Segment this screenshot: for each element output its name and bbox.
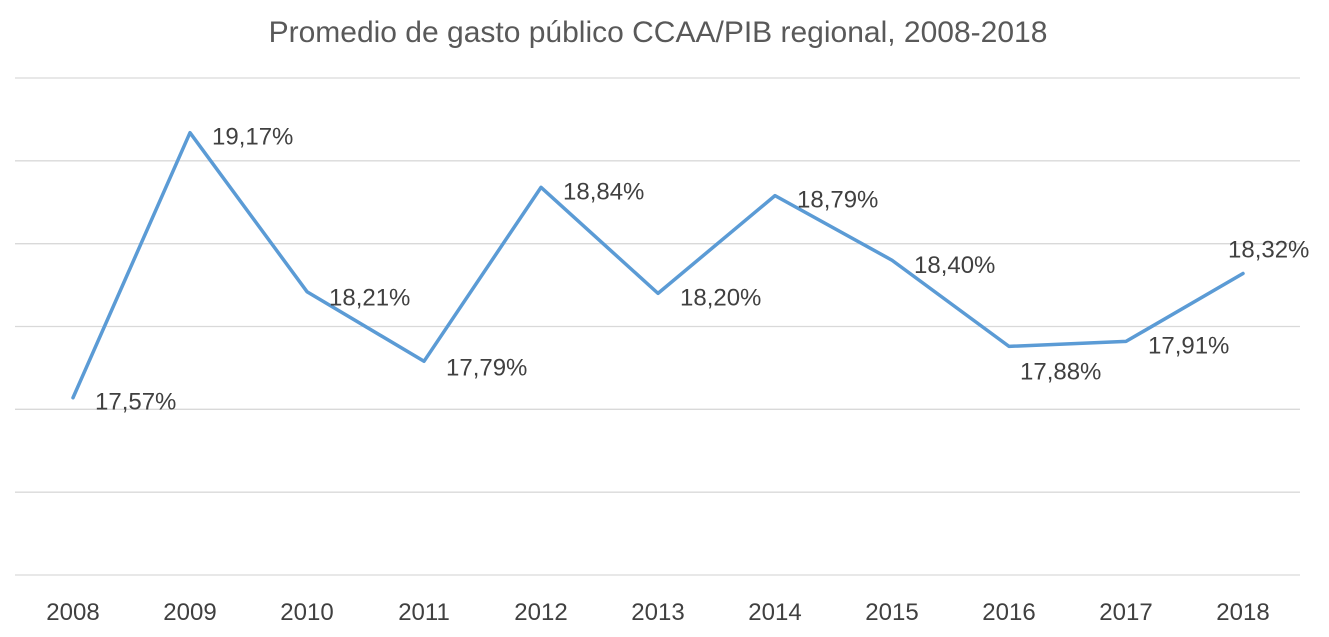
data-label: 17,57% — [95, 389, 176, 416]
x-tick-label: 2012 — [514, 599, 567, 626]
x-tick-label: 2011 — [398, 599, 450, 626]
data-labels: 17,57% 19,17% 18,21% 17,79% 18,84% 18,20% 18,7… — [95, 124, 1309, 416]
data-label: 18,20% — [680, 284, 761, 311]
x-tick-label: 2013 — [631, 599, 684, 626]
chart-title: Promedio de gasto público CCAA/PIB regio… — [269, 16, 1048, 49]
data-label: 18,32% — [1228, 236, 1309, 263]
series-polyline — [71, 130, 1245, 400]
x-tick-label: 2010 — [280, 599, 333, 626]
x-tick-label: 2018 — [1216, 599, 1269, 626]
series-line — [71, 130, 1245, 400]
x-tick-label: 2009 — [163, 599, 216, 626]
data-label: 18,84% — [563, 178, 644, 205]
data-label: 18,40% — [914, 252, 995, 279]
data-label: 18,79% — [797, 187, 878, 214]
gridlines — [15, 77, 1300, 576]
x-tick-label: 2008 — [46, 599, 99, 626]
data-label: 17,91% — [1148, 332, 1229, 359]
x-tick-label: 2014 — [748, 599, 801, 626]
x-tick-label: 2016 — [982, 599, 1035, 626]
data-label: 19,17% — [212, 124, 293, 151]
x-axis-ticks: 2008 2009 2010 2011 2012 2013 2014 2015 2016 2017… — [46, 599, 1269, 626]
data-label: 17,88% — [1020, 358, 1101, 385]
x-tick-label: 2015 — [865, 599, 918, 626]
data-label: 17,79% — [446, 354, 527, 381]
data-label: 18,21% — [329, 285, 410, 312]
x-tick-label: 2017 — [1099, 599, 1152, 626]
